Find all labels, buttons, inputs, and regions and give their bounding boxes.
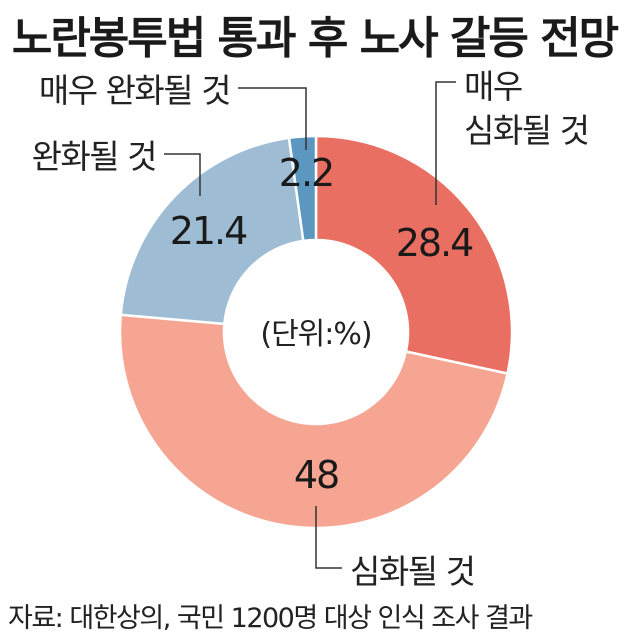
slice-label-1-line-0: 심화될 것 (350, 552, 474, 591)
chart-title: 노란봉투법 통과 후 노사 갈등 전망 (11, 13, 619, 64)
value-labels-group: 28.4 48 21.4 2.2 (170, 151, 475, 497)
slice-label-3-line-0: 매우 완화될 것 (39, 71, 230, 110)
value-label-1: 48 (294, 453, 338, 497)
source-note: 자료: 대한상의, 국민 1200명 대상 인식 조사 결과 (8, 603, 533, 634)
slice-label-0-line-0: 매우 (464, 67, 522, 106)
slice-label-2-line-0: 완화될 것 (32, 137, 156, 176)
slice-label-0-line-1: 심화될 것 (464, 111, 588, 150)
donut-slice-2 (119, 136, 305, 326)
donut-slice-3 (287, 134, 318, 243)
donut-slice-0 (314, 134, 514, 376)
value-label-3: 2.2 (279, 151, 333, 195)
value-label-0: 28.4 (396, 221, 473, 265)
leader-lines-group (164, 81, 456, 569)
leader-line-2 (164, 153, 201, 196)
leader-line-3 (238, 87, 307, 150)
value-label-2: 21.4 (170, 209, 247, 253)
slices-group (118, 134, 514, 530)
unit-note: (단위:%) (260, 317, 371, 352)
donut-slice-1 (118, 313, 510, 530)
leader-line-0 (435, 81, 456, 205)
leader-line-1 (315, 506, 342, 569)
